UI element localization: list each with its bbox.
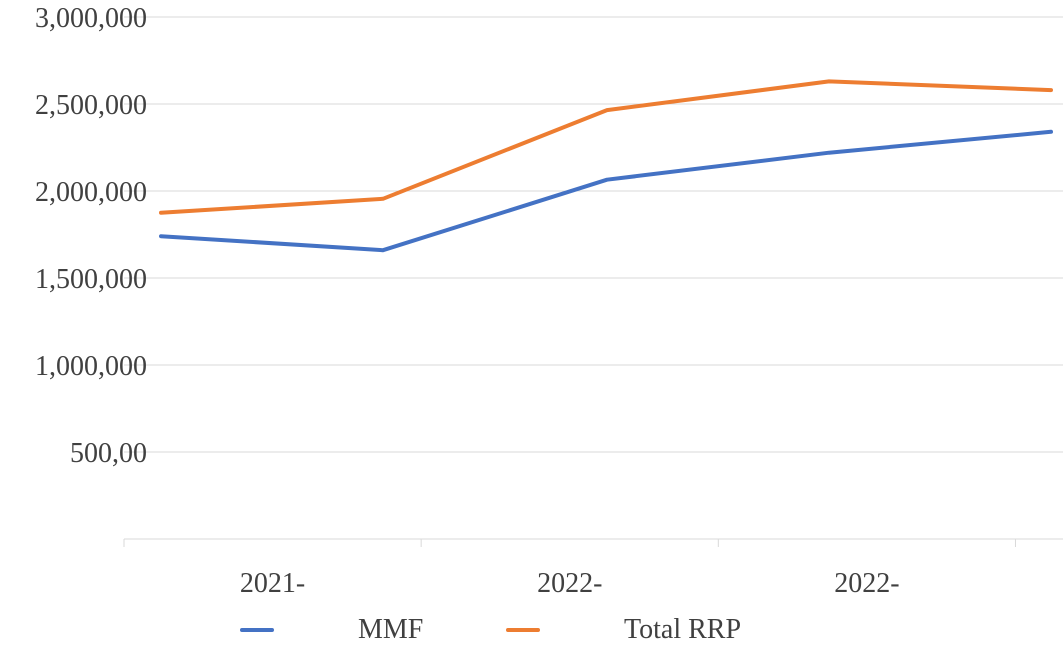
series-lines [159, 79, 1053, 253]
x-axis-tick-labels: 2021- 2022- 2022- [240, 568, 900, 599]
legend-swatch-total-rrp [506, 628, 540, 632]
legend-swatch-mmf [240, 628, 274, 632]
x-axis [123, 538, 1063, 547]
y-axis-tick-labels: 500,00 1,000,000 1,500,000 2,000,000 2,500,0… [35, 3, 147, 469]
x-tick-label: 2022- [834, 568, 899, 599]
legend-label-total-rrp: Total RRP [624, 614, 742, 645]
gridlines [124, 16, 1063, 453]
y-tick-label: 2,500,000 [35, 90, 147, 121]
legend-item-mmf: MMF [240, 612, 423, 648]
y-tick-label: 1,500,000 [35, 264, 147, 295]
line-chart: 500,00 1,000,000 1,500,000 2,000,000 2,500,0… [35, 3, 1063, 599]
legend: MMF Total RRP [0, 612, 1063, 648]
series-line-total-rrp [159, 79, 1053, 215]
x-tick-label: 2022- [537, 568, 602, 599]
y-tick-label: 3,000,000 [35, 3, 147, 34]
y-tick-label: 1,000,000 [35, 351, 147, 382]
legend-item-total-rrp: Total RRP [506, 612, 741, 648]
legend-label-mmf: MMF [358, 614, 424, 645]
y-tick-label: 2,000,000 [35, 177, 147, 208]
x-tick-label: 2021- [240, 568, 305, 599]
y-tick-label: 500,00 [70, 438, 147, 469]
